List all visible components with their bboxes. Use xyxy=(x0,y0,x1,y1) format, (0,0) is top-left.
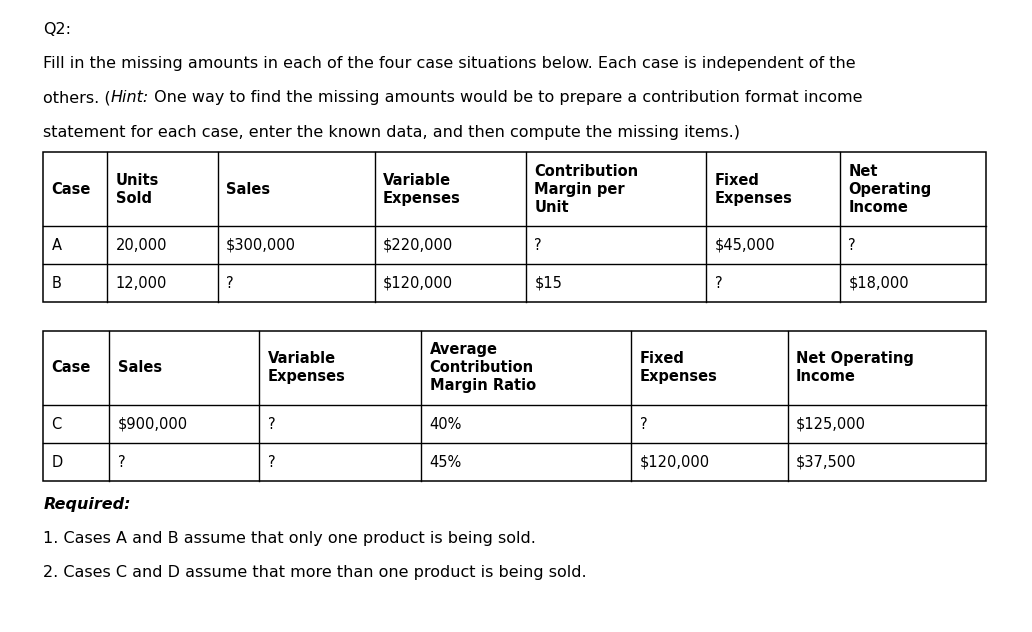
Text: ?: ? xyxy=(267,416,276,432)
Text: 12,000: 12,000 xyxy=(116,276,167,291)
Text: A: A xyxy=(52,238,62,253)
Text: B: B xyxy=(52,276,62,291)
Text: $120,000: $120,000 xyxy=(383,276,453,291)
Text: $220,000: $220,000 xyxy=(383,238,453,253)
Text: ?: ? xyxy=(226,276,233,291)
Text: $300,000: $300,000 xyxy=(226,238,296,253)
Text: $900,000: $900,000 xyxy=(118,416,188,432)
Text: ?: ? xyxy=(714,276,722,291)
Text: Variable
Expenses: Variable Expenses xyxy=(267,351,346,384)
Text: 1. Cases A and B assume that only one product is being sold.: 1. Cases A and B assume that only one pr… xyxy=(43,531,537,546)
Text: Hint:: Hint: xyxy=(111,90,150,106)
Text: One way to find the missing amounts would be to prepare a contribution format in: One way to find the missing amounts woul… xyxy=(150,90,863,106)
Text: others. (: others. ( xyxy=(43,90,111,106)
Text: Case: Case xyxy=(52,360,91,375)
Text: C: C xyxy=(52,416,62,432)
Bar xyxy=(43,152,986,302)
Text: ?: ? xyxy=(535,238,542,253)
Text: Fixed
Expenses: Fixed Expenses xyxy=(640,351,717,384)
Text: Variable
Expenses: Variable Expenses xyxy=(383,173,461,205)
Text: Q2:: Q2: xyxy=(43,22,71,37)
Text: $120,000: $120,000 xyxy=(640,454,710,470)
Text: Fixed
Expenses: Fixed Expenses xyxy=(714,173,793,205)
Text: Sales: Sales xyxy=(118,360,162,375)
Text: $37,500: $37,500 xyxy=(796,454,857,470)
Text: ?: ? xyxy=(848,238,856,253)
Text: ?: ? xyxy=(640,416,647,432)
Text: Net Operating
Income: Net Operating Income xyxy=(796,351,913,384)
Bar xyxy=(43,331,986,481)
Text: $45,000: $45,000 xyxy=(714,238,775,253)
Text: ?: ? xyxy=(267,454,276,470)
Text: Units
Sold: Units Sold xyxy=(116,173,159,205)
Text: 40%: 40% xyxy=(429,416,462,432)
Text: Net
Operating
Income: Net Operating Income xyxy=(848,164,932,215)
Text: $15: $15 xyxy=(535,276,562,291)
Text: 45%: 45% xyxy=(429,454,462,470)
Text: statement for each case, enter the known data, and then compute the missing item: statement for each case, enter the known… xyxy=(43,125,740,140)
Text: $18,000: $18,000 xyxy=(848,276,909,291)
Text: Sales: Sales xyxy=(226,181,270,197)
Text: 2. Cases C and D assume that more than one product is being sold.: 2. Cases C and D assume that more than o… xyxy=(43,565,587,580)
Text: $125,000: $125,000 xyxy=(796,416,866,432)
Text: 20,000: 20,000 xyxy=(116,238,167,253)
Text: Required:: Required: xyxy=(43,497,131,512)
Text: Case: Case xyxy=(52,181,91,197)
Text: Fill in the missing amounts in each of the four case situations below. Each case: Fill in the missing amounts in each of t… xyxy=(43,56,856,71)
Text: Average
Contribution
Margin Ratio: Average Contribution Margin Ratio xyxy=(429,343,536,394)
Text: Contribution
Margin per
Unit: Contribution Margin per Unit xyxy=(535,164,639,215)
Text: D: D xyxy=(52,454,63,470)
Text: ?: ? xyxy=(118,454,125,470)
